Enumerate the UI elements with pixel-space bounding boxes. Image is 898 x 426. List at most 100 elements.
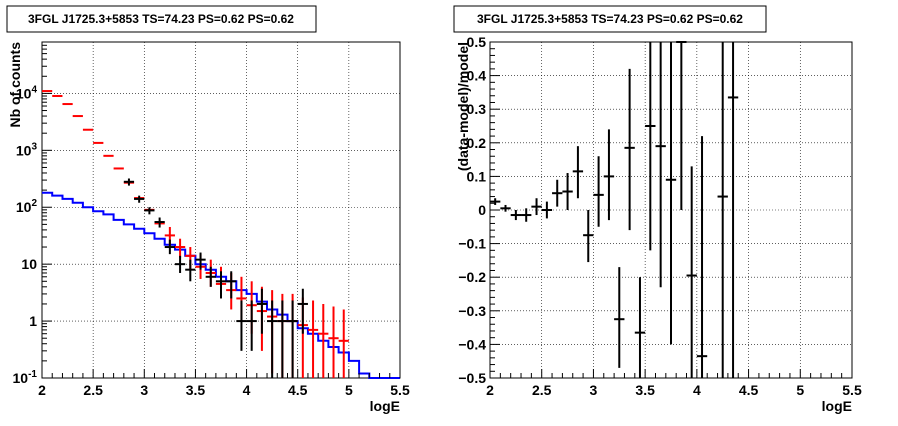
data-point [174, 255, 186, 273]
model-point [174, 238, 186, 258]
data-point [144, 207, 155, 215]
residual-x-tick-labels: 2 2.5 3 3.5 4 4.5 5 5.5 [486, 382, 862, 398]
x-tick-label: 3 [590, 382, 598, 398]
y-tick-label: 0.1 [467, 168, 487, 184]
residual-point [645, 42, 656, 251]
y-tick-label: 103 [16, 141, 38, 158]
counts-data [42, 90, 400, 379]
data-point [164, 239, 175, 255]
y-tick-label: 0 [478, 202, 486, 218]
data-point [267, 300, 278, 378]
residual-point [552, 179, 563, 207]
y-tick-label: 1 [29, 313, 37, 329]
y-tick-label: 10 [21, 256, 37, 272]
residual-point [717, 42, 728, 378]
residual-point [655, 42, 666, 288]
x-tick-label: 4 [693, 382, 701, 398]
data-point [185, 259, 196, 282]
x-tick-label: 3.5 [635, 382, 655, 398]
data-point [277, 300, 288, 378]
data-point [287, 300, 298, 378]
data-point [297, 288, 308, 334]
residual-point [727, 42, 739, 378]
y-tick-label: −0.3 [458, 303, 486, 319]
data-point [154, 217, 165, 228]
residual-point [603, 129, 615, 221]
residual-point [583, 210, 594, 263]
y-tick-label: 0.4 [467, 68, 487, 84]
counts-panel: 3FGL J1725.3+5853 TS=74.23 PS=0.62 PS=0.… [6, 5, 410, 414]
residual-point [676, 41, 687, 210]
residual-point [614, 267, 625, 368]
residual-point [521, 208, 532, 222]
counts-y-axis-label: Nb of counts [7, 42, 23, 128]
residual-point [665, 42, 677, 345]
model-point [318, 303, 329, 378]
y-tick-label: −0.1 [458, 236, 486, 252]
data-point [236, 300, 247, 351]
x-tick-label: 4.5 [739, 382, 759, 398]
residual-point [593, 156, 604, 227]
residual-data [490, 41, 739, 378]
x-tick-label: 5.5 [842, 382, 862, 398]
counts-plot-frame [41, 41, 401, 379]
data-point [205, 266, 216, 287]
residual-point [686, 166, 697, 378]
y-tick-label: −0.5 [458, 370, 486, 386]
x-tick-label: 2 [486, 382, 494, 398]
x-tick-label: 5 [345, 382, 353, 398]
model-histogram [42, 191, 400, 379]
x-tick-label: 3.5 [186, 382, 206, 398]
y-tick-label: 0.2 [467, 135, 487, 151]
counts-x-tick-labels: 2 2.5 3 3.5 4 4.5 5 5.5 [38, 382, 410, 398]
residual-panel: 3FGL J1725.3+5853 TS=74.23 PS=0.62 PS=0.… [453, 5, 862, 414]
y-tick-label: 0.5 [467, 34, 487, 50]
residual-point [500, 204, 511, 212]
y-tick-label: −0.4 [458, 336, 486, 352]
x-tick-label: 4 [243, 382, 251, 398]
model-point [338, 309, 349, 378]
data-point [246, 300, 257, 351]
x-tick-label: 4.5 [288, 382, 308, 398]
residual-point [624, 68, 635, 231]
residual-point [562, 173, 573, 210]
residual-point [510, 210, 522, 221]
model-point [328, 306, 339, 378]
x-tick-label: 2 [38, 382, 46, 398]
residual-x-axis-label: logE [822, 398, 852, 414]
residual-y-tick-labels: −0.5 −0.4 −0.3 −0.2 −0.1 0 0.1 0.2 0.3 0.4 0.5 [458, 34, 486, 386]
residual-point [572, 146, 584, 199]
x-tick-label: 2.5 [83, 382, 103, 398]
residual-point [541, 201, 553, 219]
y-tick-label: 0.3 [467, 101, 487, 117]
counts-title-box [6, 5, 317, 33]
data-point [215, 271, 227, 299]
model-point [307, 300, 319, 378]
counts-x-axis-label: logE [370, 398, 400, 414]
residual-point [531, 198, 542, 216]
data-point [134, 195, 145, 203]
residual-title: 3FGL J1725.3+5853 TS=74.23 PS=0.62 PS=0.… [477, 12, 743, 26]
data-point [195, 252, 206, 270]
counts-title: 3FGL J1725.3+5853 TS=74.23 PS=0.62 PS=0.… [28, 12, 294, 26]
data-point [226, 271, 237, 299]
x-tick-label: 5.5 [390, 382, 410, 398]
y-tick-label: −0.2 [458, 269, 486, 285]
x-tick-label: 3 [140, 382, 148, 398]
counts-ticks [41, 41, 401, 379]
residual-point [634, 277, 646, 378]
data-point [256, 288, 268, 334]
x-tick-label: 5 [796, 382, 804, 398]
residual-y-axis-label: (data-model)/model [455, 42, 471, 171]
residual-ticks [489, 41, 853, 379]
residual-point [490, 198, 501, 205]
residual-point [696, 136, 708, 378]
data-point [123, 178, 135, 186]
y-tick-label: 10-1 [13, 369, 38, 386]
x-tick-label: 2.5 [532, 382, 552, 398]
y-tick-label: 102 [16, 198, 38, 215]
residual-title-box [453, 5, 767, 33]
